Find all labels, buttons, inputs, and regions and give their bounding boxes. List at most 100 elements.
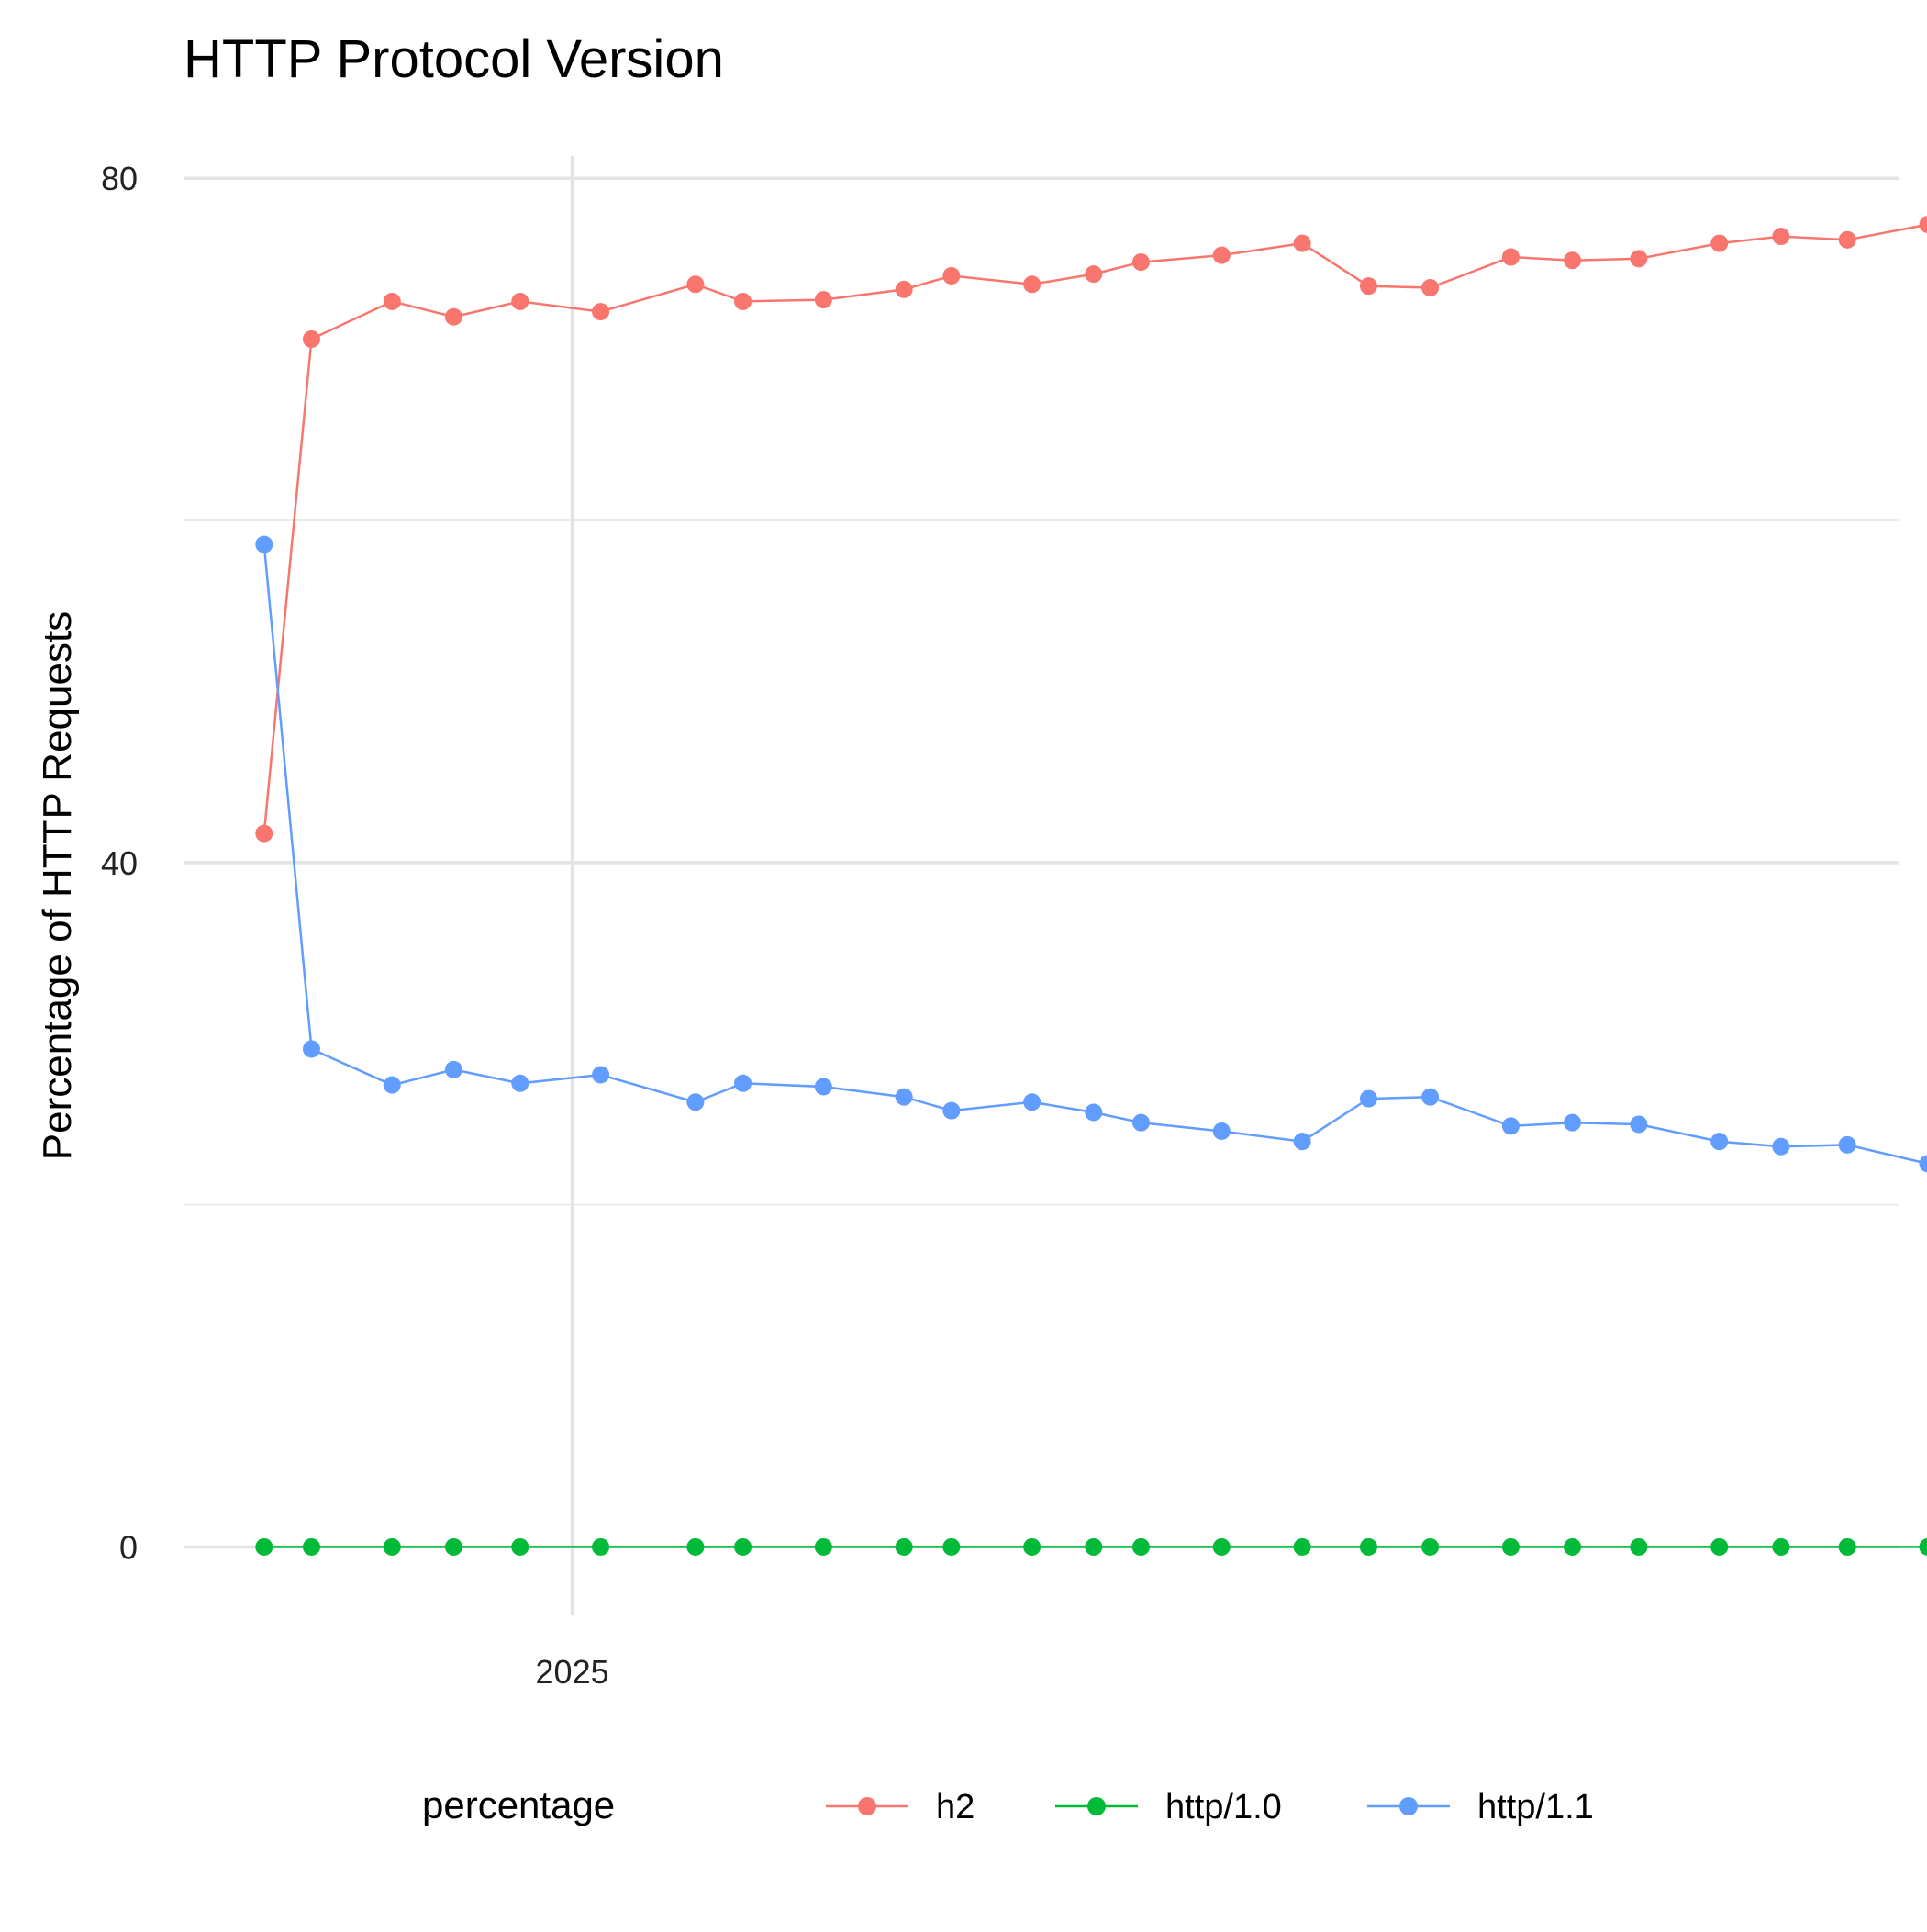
data-point [814,291,832,309]
data-point [511,292,529,310]
data-point [1564,251,1582,270]
legend-item: h2 [826,1788,975,1826]
data-point [1359,1537,1377,1556]
x-tick-label: 2025 [536,1653,609,1691]
legend-title: percentage [422,1783,615,1826]
data-point [1085,1103,1103,1122]
data-point [592,1066,610,1084]
chart-title: HTTP Protocol Version [184,29,724,89]
legend-key-point [858,1797,876,1815]
data-point [1131,253,1150,272]
data-point [1501,248,1520,266]
data-point [302,1537,320,1556]
data-point [1919,1155,1927,1173]
data-point [1564,1537,1582,1556]
data-point [734,1537,752,1556]
data-point [302,329,320,348]
data-point [1630,1537,1648,1556]
data-point [511,1537,529,1556]
data-point [734,292,752,310]
data-point [1710,234,1729,252]
data-point [686,1093,705,1111]
data-point [1710,1133,1729,1151]
data-point [1212,1122,1231,1140]
data-point [383,1076,401,1094]
data-point [1359,277,1377,296]
data-point [592,303,610,321]
data-point [1501,1537,1520,1556]
data-point [1421,279,1440,297]
legend-label: h2 [936,1788,975,1826]
data-point [1838,1537,1856,1556]
y-tick-label: 40 [101,844,138,882]
data-point [686,1537,705,1556]
legend-key-point [1399,1797,1418,1815]
data-point [1212,1537,1231,1556]
data-point [1085,265,1103,284]
data-point [1131,1113,1150,1132]
data-point [1421,1088,1440,1106]
data-point [1131,1537,1150,1556]
data-point [383,1537,401,1556]
data-point [895,1088,913,1106]
data-point [1501,1117,1520,1135]
data-point [1772,1537,1790,1556]
data-point [1293,234,1311,252]
legend-item: http/1.1 [1367,1788,1594,1826]
data-point [1772,1137,1790,1156]
series-line [262,543,1927,1165]
axis-ticks: 0 40 80 2025 [101,160,609,1691]
data-point [814,1078,832,1096]
data-point [942,266,961,285]
data-point [1023,1537,1041,1556]
data-point [444,1537,462,1556]
legend-item: http/1.0 [1055,1788,1282,1826]
data-point [734,1074,752,1092]
data-point [255,1537,273,1556]
legend: percentage h2 http/1.0 http/1.1 [422,1783,1594,1826]
data-point [444,1060,462,1078]
data-point [1293,1133,1311,1151]
data-point [383,292,401,310]
data-point [255,535,273,553]
data-point [1293,1537,1311,1556]
grid [184,156,1899,1615]
data-point [895,1537,913,1556]
series-http/1.0 [255,1537,1927,1556]
y-axis-label: Percentage of HTTP Requests [35,611,80,1160]
data-point [1838,230,1856,249]
data-point [255,824,273,843]
series-http/1.1 [255,535,1927,1173]
data-point [1421,1537,1440,1556]
data-point [942,1101,961,1120]
legend-label: http/1.1 [1477,1788,1594,1826]
series-h2 [255,216,1927,843]
data-point [686,275,705,294]
data-point [1919,1537,1927,1556]
data-point [1359,1089,1377,1108]
data-point [1772,228,1790,246]
legend-label: http/1.0 [1165,1788,1282,1826]
data-point [1630,250,1648,268]
y-tick-label: 0 [119,1528,138,1566]
data-point [1023,275,1041,294]
data-point [1919,216,1927,234]
y-tick-label: 80 [101,160,138,197]
data-point [444,307,462,326]
data-point [1710,1537,1729,1556]
data-point [1212,246,1231,264]
series-line [262,223,1927,834]
data-point [592,1537,610,1556]
data-point [1085,1537,1103,1556]
data-point [942,1537,961,1556]
data-point [1630,1115,1648,1134]
legend-key-point [1087,1797,1106,1815]
data-point [895,280,913,298]
data-point [302,1040,320,1058]
data-point [511,1074,529,1092]
data-point [1023,1093,1041,1111]
data-point [1838,1135,1856,1154]
data-point [814,1537,832,1556]
